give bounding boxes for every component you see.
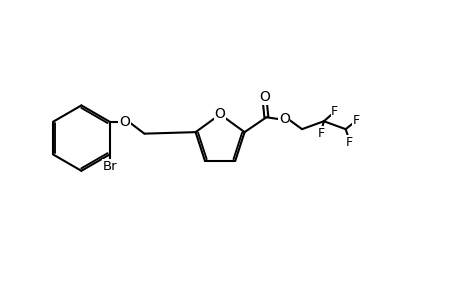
- Text: O: O: [259, 91, 270, 104]
- Text: O: O: [214, 107, 225, 121]
- Text: Br: Br: [102, 160, 117, 173]
- Text: F: F: [317, 127, 324, 140]
- Text: O: O: [278, 112, 289, 126]
- Text: F: F: [352, 114, 359, 127]
- Text: F: F: [345, 136, 353, 148]
- Text: O: O: [119, 115, 130, 129]
- Text: F: F: [330, 105, 337, 118]
